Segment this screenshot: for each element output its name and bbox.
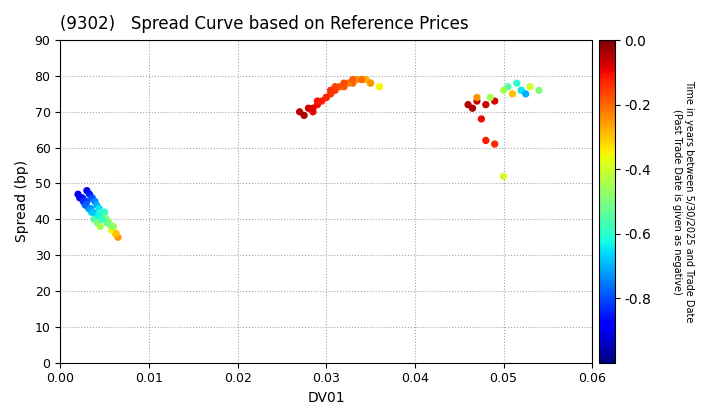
Point [524,83,536,90]
Point [93,213,104,219]
Point [498,173,509,180]
Point [294,108,305,115]
Point [307,105,319,112]
Point [89,216,100,223]
Point [307,108,319,115]
Point [91,220,103,226]
Point [476,116,487,122]
Point [90,213,102,219]
Point [480,101,492,108]
Point [356,76,367,83]
Point [101,216,112,223]
Point [365,80,377,87]
Point [325,91,336,97]
Point [79,202,91,208]
Y-axis label: Time in years between 5/30/2025 and Trade Date
(Past Trade Date is given as nega: Time in years between 5/30/2025 and Trad… [672,80,693,323]
Point [80,202,91,208]
Point [86,194,98,201]
Point [356,76,367,83]
Point [298,112,310,119]
Point [480,137,492,144]
Point [320,94,332,101]
Point [106,227,117,234]
Point [103,220,114,226]
Point [97,213,109,219]
Point [503,83,514,90]
Point [516,87,527,94]
Point [534,87,545,94]
Point [374,83,385,90]
Point [98,213,109,219]
Point [338,80,350,87]
Point [329,87,341,94]
Point [498,87,509,94]
Point [74,194,86,201]
Point [95,209,107,215]
Point [83,205,94,212]
Point [471,94,482,101]
Point [516,87,527,94]
Point [78,198,89,205]
Point [325,87,336,94]
Point [511,80,523,87]
Point [338,83,350,90]
Point [81,187,93,194]
Point [347,80,359,87]
Point [351,76,363,83]
Point [96,216,108,223]
Y-axis label: Spread (bp): Spread (bp) [15,160,29,242]
Point [109,230,121,237]
Point [84,191,95,197]
Point [485,94,496,101]
Point [347,76,359,83]
Point [108,223,120,230]
Point [108,227,120,234]
Point [489,98,500,105]
Point [99,209,110,215]
Point [343,80,354,87]
Point [361,76,372,83]
Point [312,98,323,105]
Point [471,98,482,105]
Point [110,230,122,237]
X-axis label: DV01: DV01 [307,391,345,405]
Point [112,234,124,241]
Point [100,216,112,223]
Point [102,220,114,226]
Point [507,91,518,97]
Point [105,223,117,230]
Point [365,80,377,87]
Point [87,209,99,215]
Point [94,223,106,230]
Point [312,101,323,108]
Point [89,198,101,205]
Point [462,101,474,108]
Point [85,205,96,212]
Point [316,98,328,105]
Point [81,198,93,205]
Point [489,141,500,147]
Point [329,83,341,90]
Point [467,105,478,112]
Point [320,94,332,101]
Point [520,91,531,97]
Point [72,191,84,197]
Point [86,209,97,215]
Point [107,223,118,230]
Point [302,105,314,112]
Point [77,194,89,201]
Point [102,220,113,226]
Text: (9302)   Spread Curve based on Reference Prices: (9302) Spread Curve based on Reference P… [60,15,469,33]
Point [91,202,102,208]
Point [94,205,105,212]
Point [334,83,346,90]
